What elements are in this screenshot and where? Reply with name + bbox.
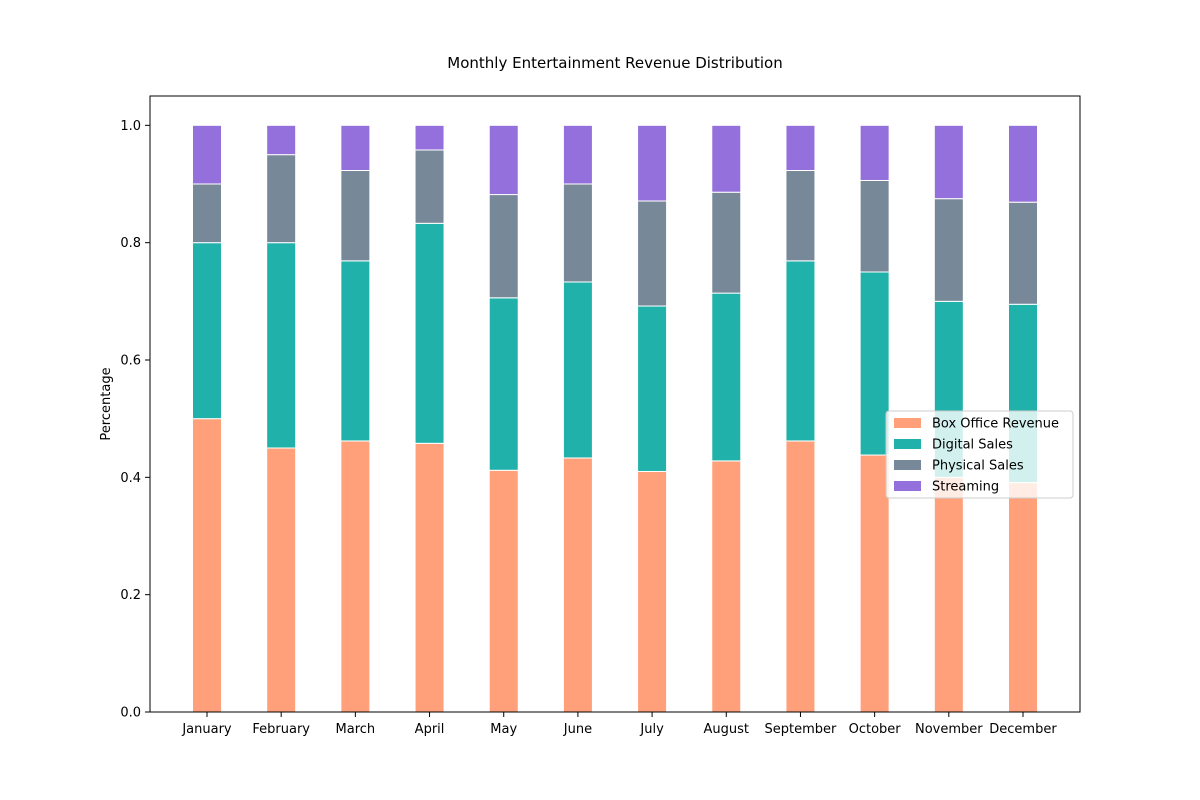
x-tick-label-october: October: [849, 722, 902, 737]
bar-segment-streaming-february: [266, 124, 297, 156]
legend-swatch-physical-sales: [894, 460, 921, 470]
bar-segment-digital-sales-september: [785, 260, 816, 442]
bar-segment-physical-sales-august: [711, 191, 742, 294]
x-tick-label-april: April: [415, 722, 445, 737]
legend: Box Office Revenue Digital Sales Physical …: [885, 410, 1074, 499]
bar-segment-box-office-revenue-december: [1008, 482, 1038, 713]
x-tick-label-january: January: [181, 722, 232, 737]
bar-segment-box-office-revenue-may: [488, 469, 519, 713]
bar-segment-streaming-april: [414, 124, 445, 151]
bar-segment-streaming-october: [859, 124, 890, 181]
y-axis-label: Percentage: [99, 367, 114, 440]
bar-segment-digital-sales-october: [859, 271, 890, 456]
bar-segment-digital-sales-january: [192, 242, 222, 420]
bar-segment-streaming-january: [192, 124, 222, 185]
bar-segment-box-office-revenue-september: [785, 440, 816, 713]
bar-segment-streaming-july: [637, 124, 668, 202]
x-tick-label-september: September: [765, 722, 838, 737]
bar-segment-physical-sales-december: [1008, 201, 1038, 305]
legend-label-physical-sales: Physical Sales: [932, 459, 1024, 474]
bar-segment-digital-sales-august: [711, 292, 742, 462]
bar-segment-streaming-december: [1008, 124, 1038, 203]
bar-segment-streaming-august: [711, 124, 742, 193]
legend-swatch-streaming: [894, 481, 921, 491]
bar-segment-box-office-revenue-october: [859, 454, 890, 713]
bar-segment-physical-sales-february: [266, 154, 297, 244]
y-tick-label: 1.0: [120, 119, 141, 134]
x-tick-label-february: February: [252, 722, 310, 737]
x-tick-label-august: August: [704, 722, 750, 737]
legend-swatch-box-office-revenue: [894, 418, 921, 428]
x-tick-label-december: December: [989, 722, 1057, 737]
y-tick-label: 0.8: [120, 236, 141, 251]
bar-segment-physical-sales-january: [192, 183, 222, 244]
bar-segment-streaming-september: [785, 124, 816, 171]
bar-segment-box-office-revenue-june: [562, 457, 593, 713]
axes-layer: 0.0 0.2 0.4 0.6 0.8 1.0 January February March Ap…: [120, 119, 1057, 737]
bar-segment-box-office-revenue-august: [711, 460, 742, 713]
x-tick-label-march: March: [336, 722, 376, 737]
y-tick-label: 0.4: [120, 471, 141, 486]
y-tick-label: 0.2: [120, 588, 141, 603]
bar-segment-physical-sales-march: [340, 170, 371, 262]
bar-segment-box-office-revenue-march: [340, 440, 371, 713]
legend-frame: [885, 410, 1074, 499]
x-tick-label-november: November: [915, 722, 983, 737]
chart-title: Monthly Entertainment Revenue Distributi…: [447, 54, 782, 72]
bar-segment-physical-sales-may: [488, 194, 519, 299]
bar-segment-physical-sales-september: [785, 170, 816, 262]
bar-segment-digital-sales-april: [414, 222, 445, 444]
plot-frame: [149, 95, 1081, 713]
legend-label-digital-sales: Digital Sales: [932, 438, 1013, 453]
bar-segment-physical-sales-november: [933, 198, 964, 302]
bars-layer: [192, 124, 1038, 713]
bar-segment-physical-sales-july: [637, 200, 668, 307]
bar-segment-box-office-revenue-february: [266, 447, 297, 713]
bar-segment-streaming-june: [562, 124, 593, 185]
legend-label-streaming: Streaming: [932, 480, 999, 495]
bar-segment-streaming-march: [340, 124, 371, 171]
bar-segment-digital-sales-june: [562, 281, 593, 459]
bar-segment-digital-sales-march: [340, 260, 371, 442]
y-tick-label: 0.0: [120, 706, 141, 721]
x-tick-label-june: June: [563, 722, 592, 737]
bar-segment-box-office-revenue-january: [192, 418, 222, 713]
legend-label-box-office-revenue: Box Office Revenue: [932, 417, 1059, 432]
x-tick-label-july: July: [639, 722, 664, 737]
bar-segment-streaming-november: [933, 124, 964, 200]
y-tick-label: 0.6: [120, 354, 141, 369]
bar-segment-physical-sales-october: [859, 179, 890, 273]
bar-segment-streaming-may: [488, 124, 519, 196]
bar-segment-digital-sales-february: [266, 242, 297, 449]
bar-segment-box-office-revenue-july: [637, 470, 668, 713]
bar-segment-box-office-revenue-april: [414, 442, 445, 713]
bar-segment-digital-sales-may: [488, 297, 519, 471]
legend-swatch-digital-sales: [894, 439, 921, 449]
bar-segment-digital-sales-july: [637, 305, 668, 472]
bar-segment-physical-sales-april: [414, 149, 445, 224]
bar-segment-physical-sales-june: [562, 183, 593, 283]
bar-segment-box-office-revenue-november: [933, 476, 964, 713]
x-tick-label-may: May: [490, 722, 517, 737]
